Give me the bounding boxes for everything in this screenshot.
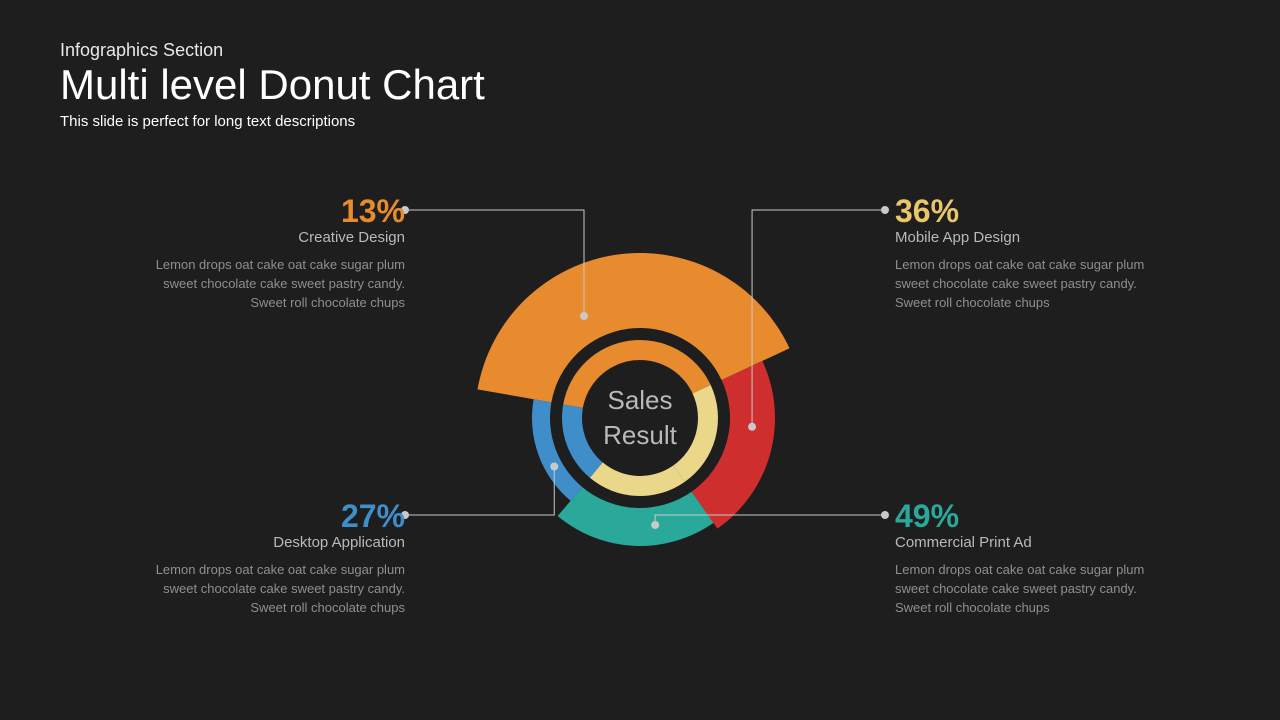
slide-header: Infographics Section Multi level Donut C… bbox=[60, 40, 485, 130]
callout-mobile_app: 36% Mobile App Design Lemon drops oat cake… bbox=[895, 195, 1155, 313]
callout-desc-commercial_print: Lemon drops oat cake oat cake sugar plum… bbox=[895, 561, 1155, 618]
section-label: Infographics Section bbox=[60, 40, 485, 61]
callout-commercial_print: 49% Commercial Print Ad Lemon drops oat ca… bbox=[895, 500, 1155, 618]
callout-pct-creative_design: 13% bbox=[145, 195, 405, 227]
inner-seg-mobile_app bbox=[673, 385, 718, 482]
callout-pct-commercial_print: 49% bbox=[895, 500, 1155, 532]
inner-seg-commercial_print bbox=[590, 462, 685, 496]
callout-label-desktop_app: Desktop Application bbox=[145, 534, 405, 551]
slide-subtitle: This slide is perfect for long text desc… bbox=[60, 113, 485, 130]
leader-dot-end-commercial_print bbox=[881, 511, 889, 519]
callout-desc-mobile_app: Lemon drops oat cake oat cake sugar plum… bbox=[895, 256, 1155, 313]
callout-creative_design: 13% Creative Design Lemon drops oat cake o… bbox=[145, 195, 405, 313]
leader-dot-end-mobile_app bbox=[881, 206, 889, 214]
center-line2: Result bbox=[603, 418, 677, 453]
slide-title: Multi level Donut Chart bbox=[60, 63, 485, 107]
callout-label-commercial_print: Commercial Print Ad bbox=[895, 534, 1155, 551]
callout-desc-creative_design: Lemon drops oat cake oat cake sugar plum… bbox=[145, 256, 405, 313]
donut-chart: Sales Result bbox=[430, 208, 850, 628]
chart-center-label: Sales Result bbox=[603, 383, 677, 453]
callout-label-creative_design: Creative Design bbox=[145, 229, 405, 246]
callout-pct-desktop_app: 27% bbox=[145, 500, 405, 532]
callout-desktop_app: 27% Desktop Application Lemon drops oat ca… bbox=[145, 500, 405, 618]
center-line1: Sales bbox=[603, 383, 677, 418]
callout-label-mobile_app: Mobile App Design bbox=[895, 229, 1155, 246]
inner-seg-desktop_app bbox=[562, 404, 603, 477]
callout-desc-desktop_app: Lemon drops oat cake oat cake sugar plum… bbox=[145, 561, 405, 618]
callout-pct-mobile_app: 36% bbox=[895, 195, 1155, 227]
